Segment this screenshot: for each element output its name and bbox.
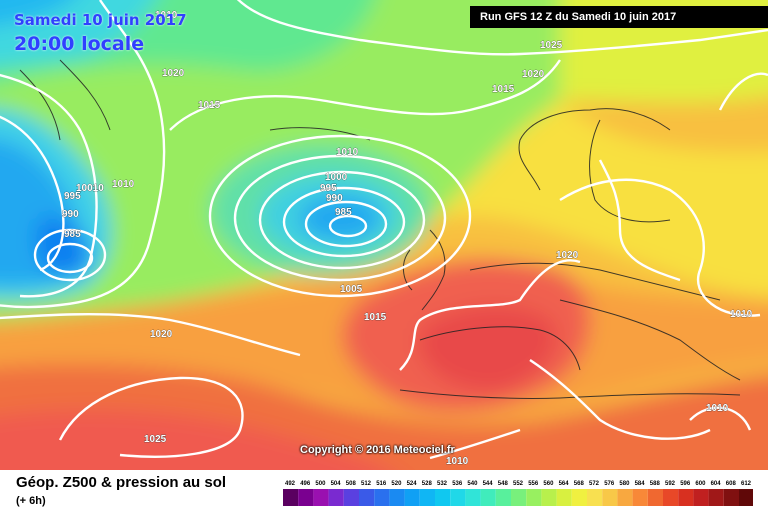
scale-tick-label: 584: [635, 481, 646, 487]
legend-subtitle: (+ 6h): [16, 495, 46, 507]
scale-swatch: [328, 489, 344, 506]
isobar-label: 1010: [336, 147, 359, 158]
scale-swatch: [450, 489, 466, 506]
isobar-label: 990: [62, 209, 79, 220]
copyright-notice: Copyright © 2016 Meteociel.fr: [300, 444, 455, 456]
scale-swatch: [708, 489, 724, 506]
scale-swatch: [298, 489, 314, 506]
scale-swatch: [419, 489, 435, 506]
isobar-label: 1025: [144, 434, 167, 445]
scale-tick-label: 560: [543, 481, 554, 487]
scale-tick-label: 492: [285, 481, 296, 487]
scale-swatch: [678, 489, 694, 506]
scale-swatch: [541, 489, 557, 506]
isobar-label: 1020: [522, 69, 545, 80]
isobar-label: 1000: [325, 172, 348, 183]
scale-tick-label: 568: [574, 481, 585, 487]
scale-tick-label: 556: [528, 481, 539, 487]
isobar-label: 995: [320, 183, 337, 194]
isobar-label: 1005: [340, 284, 363, 295]
scale-swatch: [389, 489, 405, 506]
scale-tick-label: 592: [665, 481, 676, 487]
scale-swatch: [435, 489, 451, 506]
model-run-banner: Run GFS 12 Z du Samedi 10 juin 2017: [470, 6, 768, 28]
isobars: [0, 0, 768, 458]
scale-swatch: [647, 489, 663, 506]
scale-swatch: [571, 489, 587, 506]
scale-tick-label: 500: [315, 481, 326, 487]
forecast-date: Samedi 10 juin 2017: [14, 11, 187, 29]
scale-tick-label: 516: [376, 481, 387, 487]
isobar-label: 1025: [540, 40, 563, 51]
scale-swatch: [632, 489, 648, 506]
scale-swatch: [511, 489, 527, 506]
isobar-label: 1010: [112, 179, 135, 190]
isobar-label: 990: [326, 193, 343, 204]
scale-tick-label: 528: [422, 481, 433, 487]
scale-tick-label: 564: [559, 481, 570, 487]
scale-swatch: [374, 489, 390, 506]
scale-swatch: [587, 489, 603, 506]
scale-tick-label: 572: [589, 481, 600, 487]
scale-tick-label: 612: [741, 481, 752, 487]
isobar-label: 985: [335, 207, 352, 218]
scale-tick-label: 524: [407, 481, 418, 487]
scale-tick-label: 544: [483, 481, 494, 487]
scale-swatch: [283, 489, 299, 506]
scale-swatch: [404, 489, 420, 506]
scale-tick-label: 576: [604, 481, 615, 487]
scale-tick-label: 504: [331, 481, 342, 487]
scale-swatch: [693, 489, 709, 506]
scale-swatch: [359, 489, 375, 506]
scale-swatch: [602, 489, 618, 506]
isobar-label: 1020: [150, 329, 173, 340]
scale-swatch: [526, 489, 542, 506]
scale-tick-label: 580: [619, 481, 630, 487]
color-scale: 492 496 500 504 508 512 516 520 524 528 532 536 540 5…: [283, 481, 753, 506]
isobar-label: 1010: [730, 309, 753, 320]
scale-tick-label: 520: [391, 481, 402, 487]
scale-tick-label: 536: [452, 481, 463, 487]
scale-tick-label: 532: [437, 481, 448, 487]
scale-tick-label: 548: [498, 481, 509, 487]
isobar-label: 1015: [364, 312, 387, 323]
scale-tick-label: 552: [513, 481, 524, 487]
scale-tick-label: 588: [650, 481, 661, 487]
isobar-label: 995: [64, 191, 81, 202]
scale-swatch: [723, 489, 739, 506]
scale-tick-label: 508: [346, 481, 357, 487]
legend-title: Géop. Z500 & pression au sol: [16, 474, 227, 491]
scale-tick-label: 540: [467, 481, 478, 487]
forecast-time: 20:00 locale: [14, 33, 145, 55]
isobar-label: 1015: [492, 84, 515, 95]
scale-tick-label: 512: [361, 481, 372, 487]
scale-swatch: [663, 489, 679, 506]
isobar-label: 1010: [706, 403, 729, 414]
isobar-label: 10010: [76, 183, 104, 194]
isobar-labels: 1010 1020 1015 1025 1020 1015 1010 995 1…: [62, 10, 753, 468]
scale-tick-label: 608: [726, 481, 737, 487]
scale-swatch: [556, 489, 572, 506]
scale-tick-label: 600: [695, 481, 706, 487]
scale-swatch: [480, 489, 496, 506]
weather-map: 1010 1020 1015 1025 1020 1015 1010 995 1…: [0, 0, 768, 470]
scale-swatch: [495, 489, 511, 506]
scale-tick-label: 604: [711, 481, 722, 487]
scale-swatch: [313, 489, 329, 506]
isobar-label: 985: [64, 229, 81, 240]
geopotential-field: [0, 0, 768, 470]
scale-swatch: [465, 489, 481, 506]
isobar-label: 1010: [155, 10, 178, 21]
scale-tick-label: 596: [680, 481, 691, 487]
isobar-label: 1015: [198, 100, 221, 111]
isobar-label: 1020: [162, 68, 185, 79]
isobar-label: 1020: [556, 250, 579, 261]
scale-swatch: [343, 489, 359, 506]
scale-tick-label: 496: [300, 481, 311, 487]
scale-swatch: [739, 489, 753, 506]
scale-swatch: [617, 489, 633, 506]
isobar-label: 1010: [446, 456, 469, 467]
